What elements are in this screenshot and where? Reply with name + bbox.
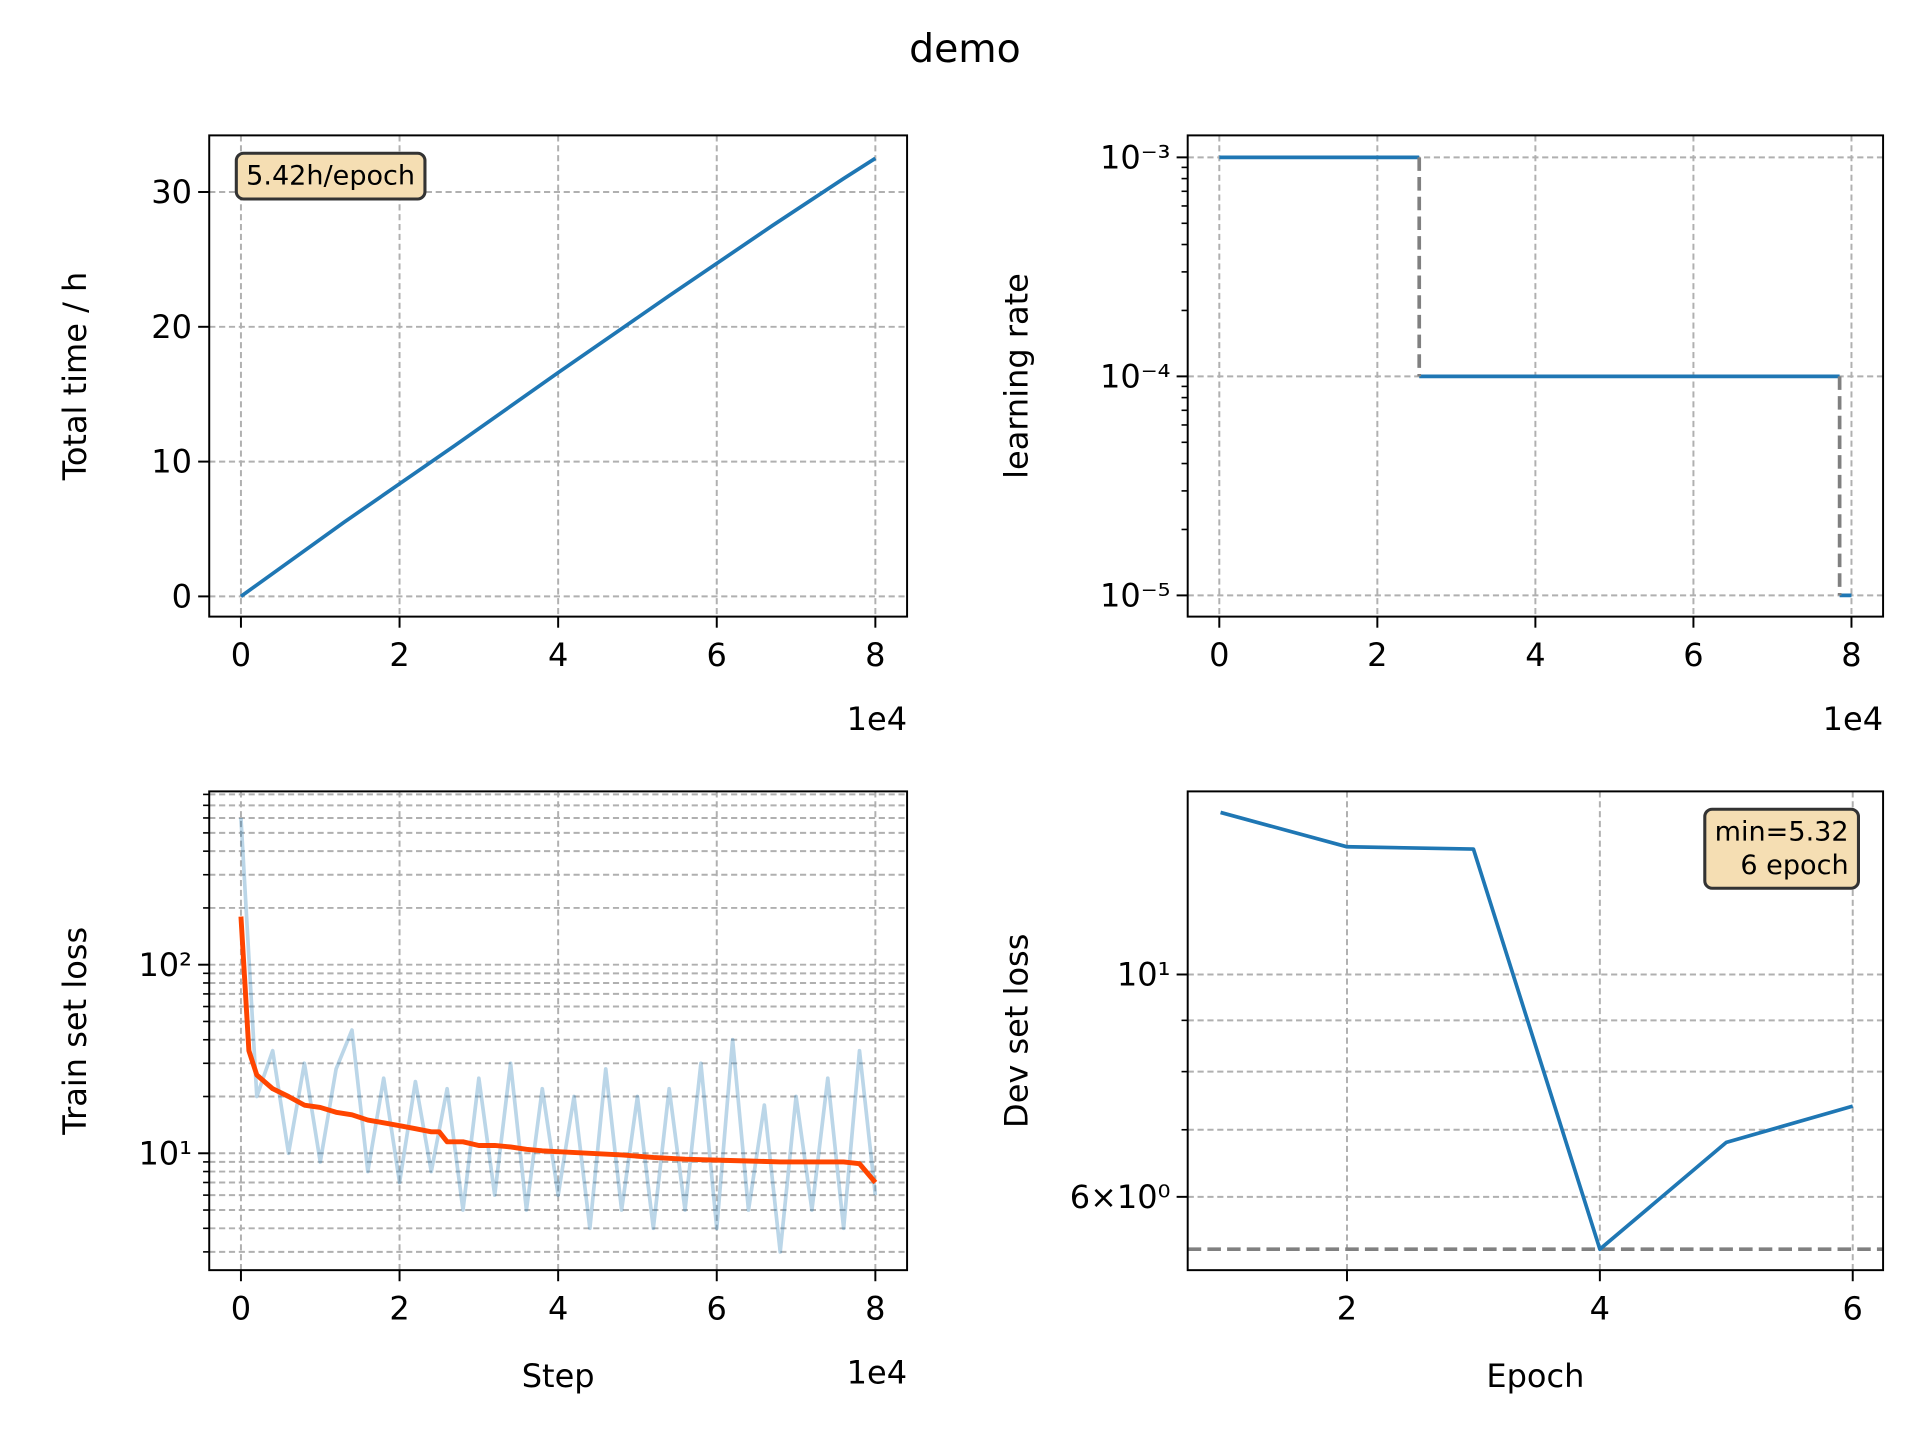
- axes-frame: [208, 790, 909, 1272]
- y-axis-label: Dev set loss: [998, 934, 1036, 1128]
- annotation-box: [1703, 807, 1860, 890]
- subplot: 0 2 4 6 8 10² 10¹ Step Train set loss 1e4: [56, 790, 909, 1395]
- line-series: [1417, 157, 1842, 596]
- x-axis-label: Epoch: [1486, 1357, 1584, 1395]
- x-tick-label: 8: [865, 1289, 885, 1327]
- x-offset-label: 1e4: [847, 1353, 907, 1391]
- x-tick-label: 4: [1590, 1289, 1610, 1327]
- x-axis-label: Step: [522, 1357, 595, 1395]
- x-tick-label: 4: [548, 1289, 568, 1327]
- y-tick-label: 10²: [138, 946, 192, 984]
- line-series: [239, 156, 877, 598]
- line-series: [1219, 155, 1852, 598]
- y-tick-label: 10⁻³: [1100, 138, 1170, 176]
- y-tick-label: 10: [151, 443, 192, 481]
- x-tick-label: 4: [548, 636, 568, 674]
- annotation-text: min=5.32: [1715, 817, 1849, 848]
- y-axis-label: Train set loss: [56, 927, 94, 1136]
- x-tick-label: 2: [1337, 1289, 1357, 1327]
- axes-frame: [1186, 134, 1885, 618]
- y-tick-label: 30: [151, 173, 192, 211]
- line-series: [239, 817, 878, 1254]
- figure-title: demo: [909, 26, 1021, 72]
- axes-frame: [1186, 790, 1885, 1272]
- annotation: min=5.326 epoch: [1703, 807, 1860, 890]
- x-tick-label: 4: [1525, 636, 1545, 674]
- x-tick-label: 6: [1843, 1289, 1863, 1327]
- line-series: [1220, 810, 1854, 1252]
- y-axis-label: learning rate: [998, 273, 1036, 479]
- y-tick-label: 20: [151, 308, 192, 346]
- y-tick-label: 10⁻⁵: [1100, 576, 1170, 614]
- x-tick-label: 6: [1683, 636, 1703, 674]
- x-tick-label: 2: [389, 1289, 409, 1327]
- axes-frame: [208, 134, 909, 618]
- x-offset-label: 1e4: [1823, 700, 1883, 738]
- annotation-text: 6 epoch: [1740, 850, 1848, 881]
- x-tick-label: 0: [1209, 636, 1229, 674]
- y-tick-label: 10¹: [1117, 956, 1171, 994]
- annotation-text: 5.42h/epoch: [246, 161, 415, 192]
- x-tick-label: 2: [389, 636, 409, 674]
- annotation: 5.42h/epoch: [234, 151, 427, 201]
- x-tick-label: 2: [1367, 636, 1387, 674]
- x-tick-label: 8: [1841, 636, 1861, 674]
- line-series: [238, 916, 878, 1185]
- x-tick-label: 6: [707, 636, 727, 674]
- y-axis-label: Total time / h: [56, 272, 94, 482]
- x-offset-label: 1e4: [847, 700, 907, 738]
- y-tick-label: 6×10⁰: [1070, 1178, 1171, 1216]
- y-tick-label: 10⁻⁴: [1100, 357, 1170, 395]
- y-tick-label: 10¹: [138, 1134, 192, 1172]
- x-tick-label: 0: [231, 1289, 251, 1327]
- x-tick-label: 0: [231, 636, 251, 674]
- x-tick-label: 8: [865, 636, 885, 674]
- subplot: 0 2 4 6 8 10⁻³ 10⁻⁴ 10⁻⁵ learning rate 1e4: [998, 134, 1885, 738]
- x-tick-label: 6: [707, 1289, 727, 1327]
- subplot: 0 2 4 6 8 0 10 20 30 Total time / h 1e4 5.42h/epoch: [56, 134, 909, 738]
- annotation-box: [234, 151, 427, 201]
- subplot: 2 4 6 6×10⁰ 10¹ Epoch Dev set loss min=5.326 ep…: [998, 790, 1885, 1395]
- y-tick-label: 0: [172, 577, 192, 615]
